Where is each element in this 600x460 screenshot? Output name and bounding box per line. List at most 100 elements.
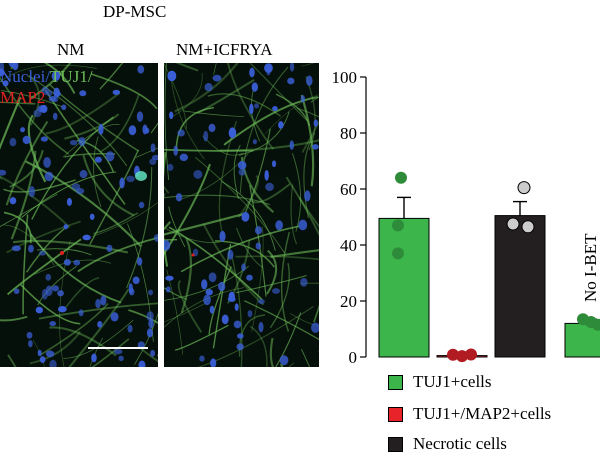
neurite-fiber [202, 223, 265, 306]
nucleus [311, 322, 319, 333]
bar-2 [494, 215, 546, 358]
neurite-fiber [164, 303, 206, 323]
y-tick-label: 80 [340, 124, 357, 143]
nucleus [247, 310, 253, 318]
nucleus [169, 111, 174, 120]
panel-label-nm-icfrya: NM+ICFRYA [176, 40, 273, 59]
data-point [456, 350, 468, 363]
nucleus [148, 318, 154, 329]
nucleus [69, 140, 78, 146]
nucleus [45, 350, 55, 358]
neurite-fiber [77, 236, 158, 273]
neurite-fiber [22, 214, 29, 315]
neurite-fiber [221, 181, 276, 251]
neurite-fiber [0, 64, 97, 83]
neurite-fiber [89, 337, 104, 367]
nucleus [28, 340, 33, 348]
nucleus [203, 294, 211, 306]
legend-label-tuj1: TUJ1+cells [413, 372, 492, 391]
nucleus [175, 193, 183, 202]
neurite-fiber [177, 153, 249, 201]
nucleus [193, 169, 203, 179]
nucleus [266, 64, 271, 76]
data-point [506, 217, 520, 231]
nucleus [28, 186, 36, 198]
neurite-fiber [237, 174, 260, 218]
neurite-fiber [40, 303, 109, 356]
nucleus [97, 321, 103, 328]
neurite-fiber [20, 284, 81, 325]
neurite-fiber [285, 176, 319, 237]
nucleus [20, 127, 26, 133]
nucleus [94, 156, 102, 163]
neurite-fiber [29, 75, 128, 167]
nucleus [153, 234, 158, 242]
bar-chart: 0 20 40 60 80 100 No I-BET [332, 68, 600, 367]
nucleus [57, 306, 67, 313]
neurite-fiber [297, 107, 319, 118]
y-tick-label: 100 [332, 68, 358, 87]
neurite-fiber [180, 225, 300, 273]
nucleus [2, 80, 9, 87]
neurite-fiber [235, 275, 307, 294]
nucleus [165, 275, 174, 281]
neurite-fiber [235, 255, 319, 261]
nucleus [39, 250, 46, 256]
neurite-fiber [6, 238, 82, 296]
nucleus [209, 305, 215, 314]
neurite-fiber [251, 226, 264, 332]
legend-swatch-necrotic [388, 437, 403, 452]
nucleus [49, 359, 57, 367]
nucleus [254, 103, 260, 109]
nucleus [91, 353, 97, 363]
nucleus [208, 123, 216, 133]
neurite-fiber [292, 153, 302, 232]
y-tick-label: 60 [340, 180, 357, 199]
nucleus [254, 226, 263, 235]
nucleus [173, 145, 179, 156]
nucleus [278, 121, 284, 129]
neurite-fiber [68, 288, 130, 367]
stain-label-nuclei: Nuclei/ [0, 67, 51, 86]
neurite-fiber [238, 314, 265, 357]
nucleus [258, 321, 264, 333]
nucleus [57, 290, 64, 297]
neurite-fiber [290, 184, 298, 245]
legend-swatch-tuj1-map2 [388, 407, 403, 422]
map2-signal [191, 253, 195, 257]
nucleus [119, 177, 125, 189]
nucleus [41, 288, 48, 300]
neurite-fiber [175, 63, 199, 72]
panel-label-nm: NM [57, 40, 85, 59]
nucleus [234, 303, 239, 311]
nucleus [228, 291, 235, 301]
nucleus [238, 168, 246, 176]
neurite-fiber [243, 300, 319, 341]
neurite-fiber [6, 220, 81, 254]
bright-cell [135, 171, 147, 181]
data-point [395, 171, 407, 184]
neurite-fiber [235, 227, 263, 268]
nucleus [51, 285, 59, 292]
neurite-fiber [49, 326, 117, 357]
nucleus [258, 298, 265, 305]
nucleus [233, 320, 242, 329]
nucleus [146, 311, 154, 322]
figure-title: DP-MSC [103, 2, 167, 21]
neurite-fiber [0, 76, 70, 155]
nucleus [289, 63, 295, 72]
nucleus [110, 312, 119, 322]
nucleus [137, 341, 145, 349]
nucleus [271, 288, 281, 294]
nucleus [39, 356, 46, 363]
nucleus [241, 263, 246, 272]
neurite-fiber [168, 226, 263, 301]
nucleus [279, 355, 289, 366]
neurite-fiber [7, 354, 17, 367]
nucleus [98, 124, 104, 135]
nucleus [136, 111, 144, 122]
nucleus [199, 355, 205, 362]
nucleus [52, 112, 58, 121]
neurite-fiber [249, 63, 308, 122]
nucleus [40, 136, 49, 142]
